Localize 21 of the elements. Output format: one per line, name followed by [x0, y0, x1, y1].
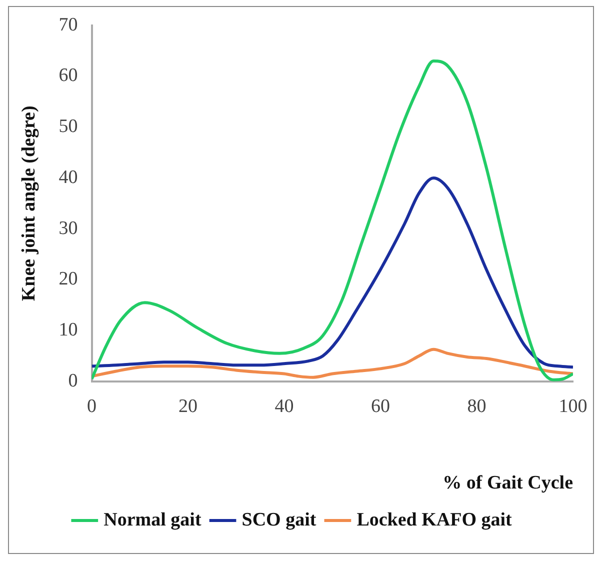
x-tick-label: 20 — [178, 396, 198, 417]
x-tick-label: 100 — [558, 396, 588, 417]
x-tick-label: 60 — [371, 396, 390, 417]
legend-label: Locked KAFO gait — [356, 509, 513, 530]
legend-label: SCO gait — [242, 509, 317, 530]
y-tick-label: 50 — [58, 116, 78, 138]
x-tick-label: 40 — [274, 396, 294, 417]
line-series — [92, 176, 573, 369]
x-axis-title: % of Gait Cycle — [442, 472, 573, 494]
line-series — [92, 348, 573, 379]
legend-label: Normal gait — [104, 509, 202, 530]
y-tick-label: 30 — [58, 218, 78, 239]
y-tick-label: 40 — [58, 166, 78, 188]
y-tick-label: 20 — [58, 268, 78, 290]
y-tick-label: 10 — [58, 320, 78, 341]
x-tick-label: 80 — [467, 396, 486, 417]
y-tick-label: 0 — [68, 370, 78, 392]
y-axis-title: Knee joint angle (degre) — [18, 106, 40, 302]
y-tick-label: 60 — [58, 65, 78, 86]
x-tick-label: 0 — [87, 396, 97, 417]
y-tick-label: 70 — [58, 14, 78, 36]
